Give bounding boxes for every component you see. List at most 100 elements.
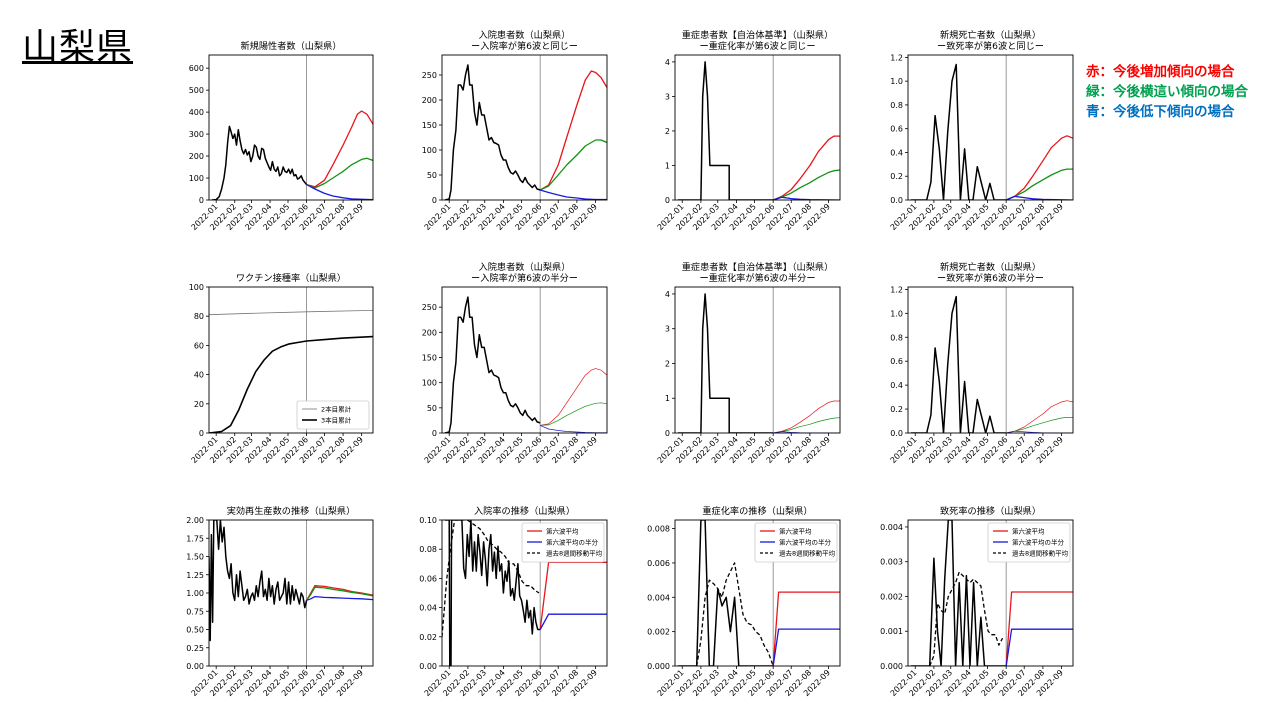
y-tick-label: 1.00 — [186, 589, 204, 598]
series-actual — [444, 296, 541, 433]
series-flat — [1006, 417, 1073, 433]
chart-title: ー入院率が第6波の半分ー — [471, 272, 578, 284]
chart-title: ー重症化率が第6波と同じー — [699, 40, 815, 52]
series-flat — [306, 157, 373, 189]
plot-frame — [674, 286, 841, 434]
y-tick-label: 1.25 — [186, 571, 204, 580]
y-tick-label: 100 — [189, 174, 204, 183]
y-tick-label: 0.25 — [186, 644, 204, 653]
y-tick-label: 0.001 — [880, 627, 903, 636]
y-tick-label: 150 — [422, 353, 437, 362]
chart-title: 入院率の推移（山梨県） — [474, 505, 575, 517]
chart-title: 重症患者数【自治体基準】（山梨県） — [682, 261, 834, 273]
legend-box — [987, 522, 1071, 563]
y-tick-label: 80 — [194, 312, 204, 321]
series-actual — [911, 295, 1007, 433]
series-flat — [539, 139, 607, 191]
series-increase — [539, 70, 607, 191]
series-decrease — [1005, 628, 1073, 666]
legend-label: 過去8週間移動平均 — [546, 549, 603, 558]
y-tick-label: 0 — [432, 196, 437, 205]
y-tick-label: 150 — [422, 121, 437, 130]
chart-title: ワクチン接種率（山梨県） — [236, 272, 346, 284]
y-tick-label: 1.2 — [890, 53, 903, 62]
chart-title: 入院患者数（山梨県） — [479, 261, 571, 273]
y-tick-label: 2 — [665, 359, 670, 368]
y-tick-label: 0.008 — [647, 525, 670, 534]
y-tick-label: 0.006 — [647, 559, 670, 568]
chart-title: 新規死亡者数（山梨県） — [940, 261, 1041, 273]
legend-label: 過去8週間移動平均 — [1012, 549, 1069, 558]
plot-frame — [907, 286, 1074, 434]
y-tick-label: 100 — [422, 379, 437, 388]
y-tick-label: 0.00 — [419, 662, 437, 671]
series-decrease — [306, 184, 373, 200]
legend-label: 3本目累計 — [321, 416, 352, 425]
series-moving-average — [929, 571, 1004, 666]
y-tick-label: 0.6 — [890, 125, 903, 134]
y-tick-label: 3 — [665, 92, 670, 101]
y-tick-label: 1.0 — [890, 309, 903, 318]
series-actual — [678, 520, 774, 666]
chart-title: 実効再生産数の推移（山梨県） — [227, 505, 356, 517]
series-dose2 — [209, 310, 373, 316]
y-tick-label: 100 — [189, 283, 204, 292]
y-tick-label: 1 — [665, 394, 670, 403]
plot-frame — [208, 286, 374, 434]
legend-box — [754, 522, 838, 563]
y-tick-label: 1.75 — [186, 534, 204, 543]
legend-box — [296, 400, 370, 430]
y-tick-label: 0.06 — [419, 574, 437, 583]
y-tick-label: 0.4 — [890, 381, 903, 390]
y-tick-label: 0.2 — [890, 405, 903, 414]
y-tick-label: 4 — [665, 58, 670, 67]
y-tick-label: 0.8 — [890, 101, 903, 110]
plot-frame — [441, 54, 608, 201]
series-increase — [1006, 400, 1073, 433]
y-tick-label: 40 — [194, 371, 204, 380]
y-tick-label: 50 — [427, 171, 437, 180]
plot-frame — [907, 519, 1074, 667]
legend-label: 第六波平均の半分 — [779, 538, 832, 547]
series-increase — [306, 110, 373, 188]
legend-box — [521, 522, 605, 563]
y-tick-label: 0.000 — [647, 662, 670, 671]
chart-title: 致死率の推移（山梨県） — [940, 505, 1041, 517]
y-tick-label: 100 — [422, 146, 437, 155]
y-tick-label: 600 — [189, 64, 204, 73]
series-increase — [773, 400, 840, 433]
y-tick-label: 0.002 — [647, 628, 670, 637]
chart-title: ー入院率が第6波と同じー — [471, 40, 578, 52]
y-tick-label: 300 — [189, 130, 204, 139]
y-tick-label: 20 — [194, 400, 204, 409]
legend-label: 第六波平均 — [546, 527, 579, 536]
y-tick-label: 0.4 — [890, 148, 903, 157]
y-tick-label: 0.002 — [880, 592, 903, 601]
series-actual — [911, 520, 1007, 666]
plot-frame — [674, 519, 841, 667]
chart-title: 入院患者数（山梨県） — [479, 29, 571, 41]
series-actual — [444, 64, 541, 200]
y-tick-label: 50 — [427, 404, 437, 413]
scenario-flat-note: 緑：今後横這い傾向の場合 — [1086, 84, 1248, 100]
y-tick-label: 0.08 — [419, 545, 437, 554]
y-tick-label: 400 — [189, 108, 204, 117]
chart-title: 重症化率の推移（山梨県） — [702, 505, 812, 517]
y-tick-label: 0.003 — [880, 558, 903, 567]
series-decrease — [772, 628, 840, 666]
chart-title: 新規死亡者数（山梨県） — [940, 29, 1041, 41]
y-tick-label: 4 — [665, 290, 670, 299]
y-tick-label: 0.0 — [890, 196, 903, 205]
y-tick-label: 0.00 — [186, 662, 204, 671]
chart-title: ー致死率が第6波と同じー — [937, 40, 1044, 52]
chart-title: ー致死率が第6波の半分ー — [937, 272, 1044, 284]
y-tick-label: 0 — [665, 196, 670, 205]
